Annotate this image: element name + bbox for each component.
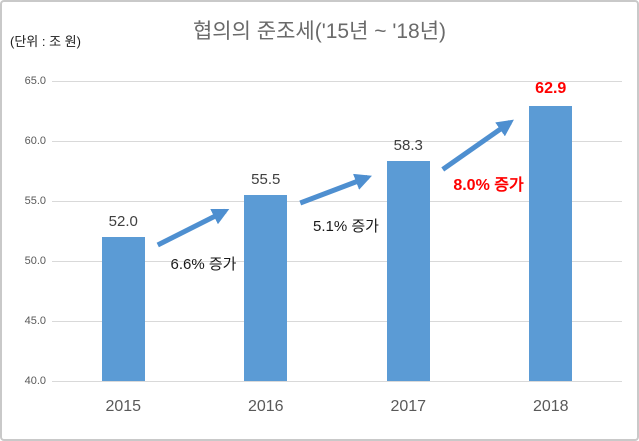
- bar-value-label: 55.5: [251, 171, 281, 188]
- unit-label: (단위 : 조 원): [10, 34, 81, 49]
- bar-2017: [386, 161, 430, 381]
- gridline: [52, 140, 622, 142]
- growth-arrow: [299, 173, 372, 206]
- y-tick-label: 55.0: [24, 195, 46, 207]
- growth-arrow: [441, 119, 514, 172]
- y-tick-label: 40.0: [24, 375, 46, 387]
- gridline: [52, 320, 622, 322]
- bar-2015: [101, 237, 145, 381]
- bar-2018: [529, 106, 573, 381]
- growth-arrow: [156, 208, 230, 248]
- x-tick-label: 2016: [247, 398, 284, 415]
- y-tick-label: 50.0: [24, 255, 46, 267]
- bar-2016: [244, 195, 288, 381]
- growth-annotation: 8.0% 증가: [453, 176, 524, 194]
- x-tick-label: 2018: [532, 398, 569, 415]
- growth-annotation: 6.6% 증가: [170, 256, 237, 273]
- y-tick-label: 65.0: [24, 75, 46, 87]
- chart-title: 협의의 준조세('15년 ~ '18년): [192, 20, 447, 43]
- bar-value-label: 58.3: [393, 137, 423, 155]
- growth-annotation: 5.1% 증가: [313, 218, 379, 236]
- gridline: [52, 380, 622, 382]
- x-tick-label: 2017: [390, 398, 427, 415]
- gridline: [52, 80, 622, 82]
- y-tick-label: 45.0: [24, 315, 46, 327]
- gridline: [52, 260, 622, 262]
- bar-value-label: 62.9: [535, 80, 567, 98]
- bar-value-label: 52.0: [108, 213, 138, 230]
- y-tick-label: 60.0: [24, 135, 46, 147]
- x-tick-label: 2015: [105, 398, 142, 415]
